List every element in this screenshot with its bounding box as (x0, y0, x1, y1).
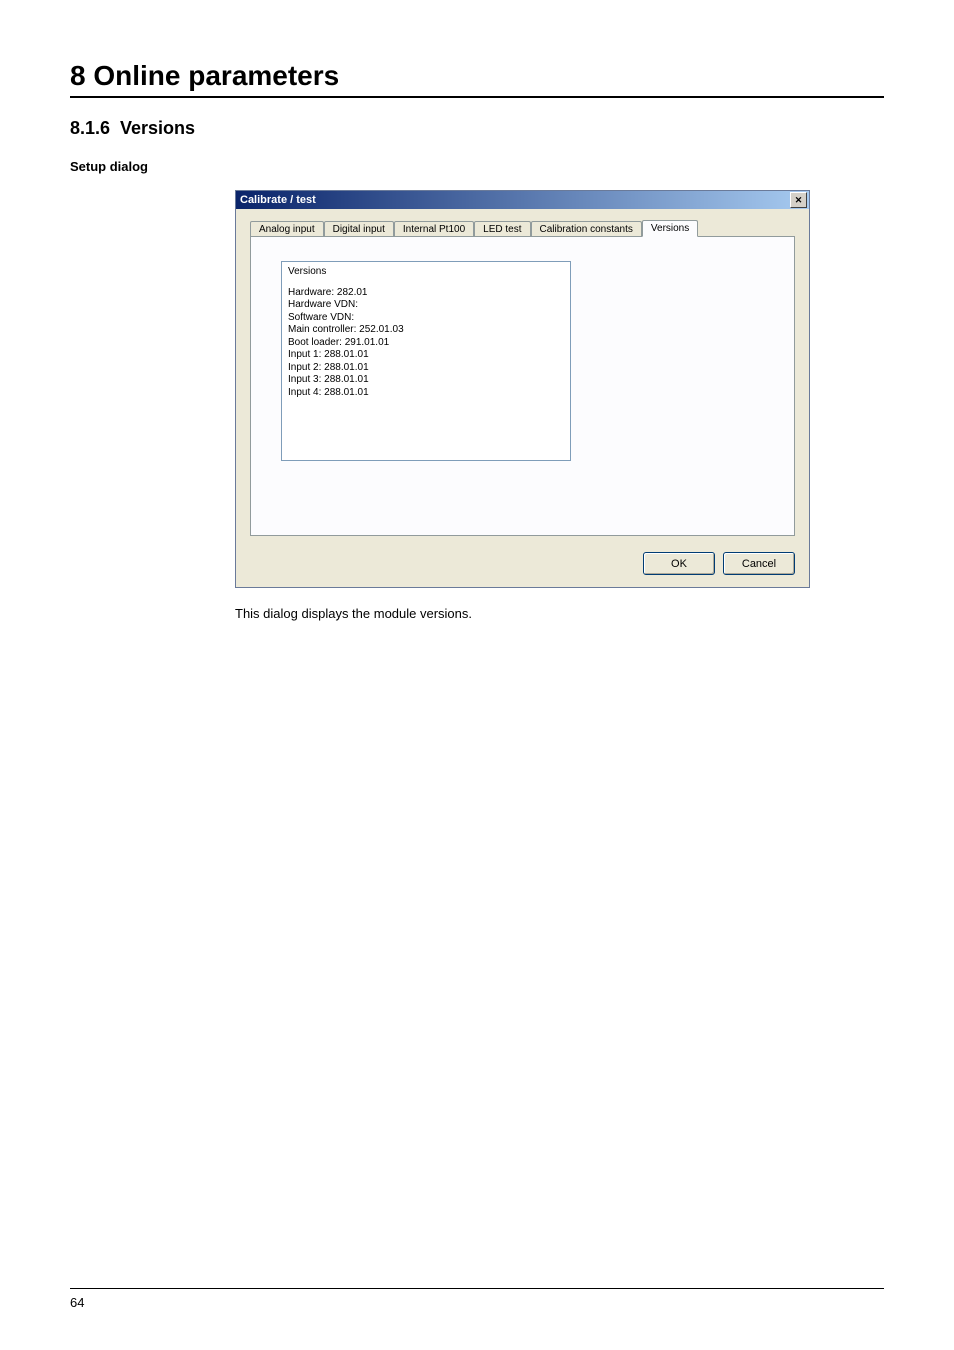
figure-caption: This dialog displays the module versions… (235, 606, 884, 621)
close-button[interactable]: ✕ (790, 192, 807, 208)
dialog-titlebar: Calibrate / test ✕ (236, 191, 809, 209)
versions-line: Boot loader: 291.01.01 (288, 337, 564, 350)
versions-line: Hardware VDN: (288, 299, 564, 312)
dialog-title: Calibrate / test (240, 194, 316, 206)
versions-line: Input 1: 288.01.01 (288, 349, 564, 362)
tab-strip: Analog input Digital input Internal Pt10… (250, 219, 795, 236)
versions-line: Software VDN: (288, 312, 564, 325)
calibrate-test-dialog: Calibrate / test ✕ Analog input Digital … (235, 190, 810, 588)
versions-line: Input 3: 288.01.01 (288, 374, 564, 387)
ok-button[interactable]: OK (643, 552, 715, 575)
chapter-title: 8 Online parameters (70, 60, 884, 92)
heading-rule (70, 96, 884, 98)
section-number: 8.1.6 (70, 118, 120, 139)
footer-rule (70, 1288, 884, 1289)
versions-header: Versions (288, 266, 564, 279)
versions-line: Input 4: 288.01.01 (288, 387, 564, 400)
tab-analog-input[interactable]: Analog input (250, 221, 324, 237)
tab-versions[interactable]: Versions (642, 220, 698, 237)
close-icon: ✕ (795, 196, 803, 205)
subheading: Setup dialog (70, 159, 884, 174)
tab-panel-versions: Versions Hardware: 282.01 Hardware VDN: … (250, 236, 795, 536)
versions-line: Input 2: 288.01.01 (288, 362, 564, 375)
section-title: Versions (120, 118, 195, 139)
page-footer: 64 (70, 1288, 884, 1310)
tab-led-test[interactable]: LED test (474, 221, 530, 237)
tab-calibration-constants[interactable]: Calibration constants (531, 221, 642, 237)
tab-internal-pt100[interactable]: Internal Pt100 (394, 221, 474, 237)
dialog-body: Analog input Digital input Internal Pt10… (236, 209, 809, 542)
versions-line: Hardware: 282.01 (288, 287, 564, 300)
dialog-button-row: OK Cancel (236, 542, 809, 587)
tab-digital-input[interactable]: Digital input (324, 221, 394, 237)
cancel-button[interactable]: Cancel (723, 552, 795, 575)
versions-line: Main controller: 252.01.03 (288, 324, 564, 337)
page-number: 64 (70, 1295, 884, 1310)
section-heading: 8.1.6 Versions (70, 118, 884, 139)
versions-listbox: Versions Hardware: 282.01 Hardware VDN: … (281, 261, 571, 461)
